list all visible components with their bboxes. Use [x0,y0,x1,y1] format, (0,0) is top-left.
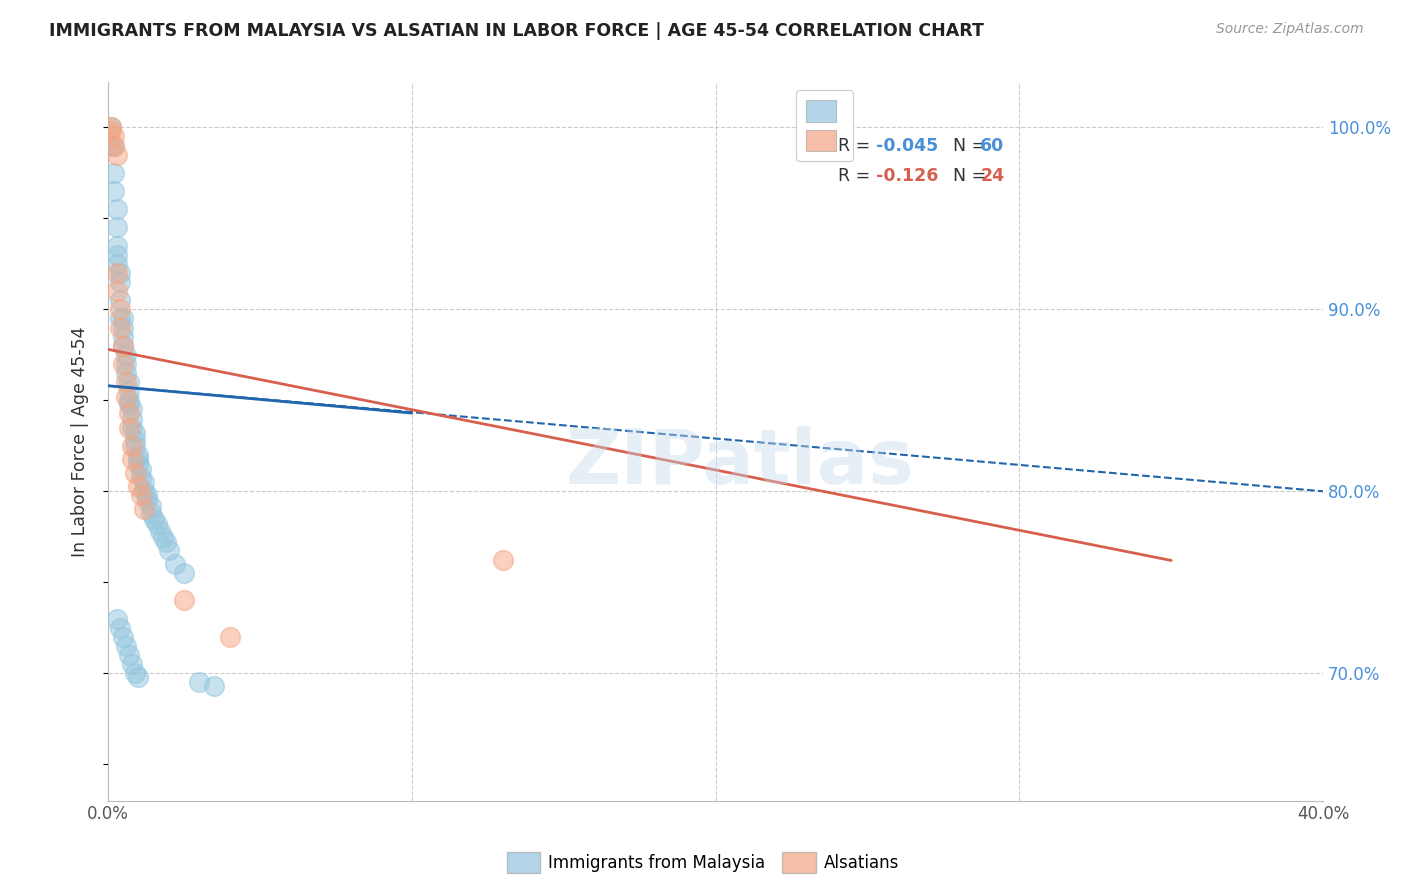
Point [134,502,156,516]
Point [124,426,146,441]
Point [131,488,153,502]
Point [155,535,177,549]
Point [136,493,159,508]
Point [149,524,172,539]
Text: R =: R = [838,168,882,186]
Y-axis label: In Labor Force | Age 45-54: In Labor Force | Age 45-54 [72,326,89,557]
Point [118,420,141,434]
Point [115,390,138,404]
Point [103,166,125,180]
Point [103,138,125,153]
Point [139,499,162,513]
Point [118,406,141,420]
Point [118,397,141,411]
Point [152,530,174,544]
Point [108,293,131,308]
Point [108,621,131,635]
Point [112,339,135,353]
Point [105,257,128,271]
Point [121,657,143,672]
Text: N =: N = [942,168,993,186]
Point [118,393,141,408]
Text: -0.045: -0.045 [876,137,939,155]
Point [118,375,141,389]
Point [105,220,128,235]
Text: 24: 24 [980,168,1004,186]
Point [157,542,180,557]
Point [118,648,141,662]
Text: R =: R = [838,137,876,155]
Point [218,630,240,644]
Point [105,284,128,298]
Point [105,248,128,262]
Point [112,339,135,353]
Point [134,475,156,490]
Point [100,120,122,135]
Point [163,557,186,571]
Point [100,124,122,138]
Point [139,506,162,520]
Text: 60: 60 [980,137,1005,155]
Text: IMMIGRANTS FROM MALAYSIA VS ALSATIAN IN LABOR FORCE | AGE 45-54 CORRELATION CHAR: IMMIGRANTS FROM MALAYSIA VS ALSATIAN IN … [49,22,984,40]
Point [127,457,149,471]
Point [121,451,143,466]
Point [134,484,156,499]
Point [127,670,149,684]
Point [492,553,515,567]
Point [124,439,146,453]
Point [103,184,125,198]
Point [115,348,138,362]
Point [115,366,138,380]
Point [127,448,149,462]
Point [112,311,135,326]
Point [108,266,131,280]
Point [115,639,138,653]
Text: ZIPatlas: ZIPatlas [565,425,914,500]
Point [103,138,125,153]
Point [108,275,131,289]
Point [173,566,195,581]
Text: Source: ZipAtlas.com: Source: ZipAtlas.com [1216,22,1364,37]
Point [100,138,122,153]
Point [124,434,146,448]
Point [173,593,195,607]
Point [202,679,225,693]
Point [121,439,143,453]
Point [105,147,128,161]
Point [105,202,128,217]
Point [105,612,128,626]
Point [124,666,146,681]
Point [118,384,141,399]
Point [121,402,143,417]
Text: N =: N = [942,137,993,155]
Point [108,320,131,334]
Point [127,479,149,493]
Point [121,420,143,434]
Point [127,451,149,466]
Point [131,469,153,483]
Point [142,511,165,525]
Point [115,357,138,371]
Point [124,466,146,480]
Point [115,375,138,389]
Point [105,238,128,252]
Point [105,266,128,280]
Point [121,411,143,425]
Legend: , : , [796,90,853,161]
Legend: Immigrants from Malaysia, Alsatians: Immigrants from Malaysia, Alsatians [501,846,905,880]
Point [188,675,211,690]
Point [108,302,131,317]
Point [112,320,135,334]
Point [100,120,122,135]
Point [131,462,153,476]
Point [112,329,135,343]
Point [136,488,159,502]
Point [108,311,131,326]
Point [112,357,135,371]
Point [112,630,135,644]
Text: -0.126: -0.126 [876,168,939,186]
Point [145,516,167,531]
Point [103,129,125,144]
